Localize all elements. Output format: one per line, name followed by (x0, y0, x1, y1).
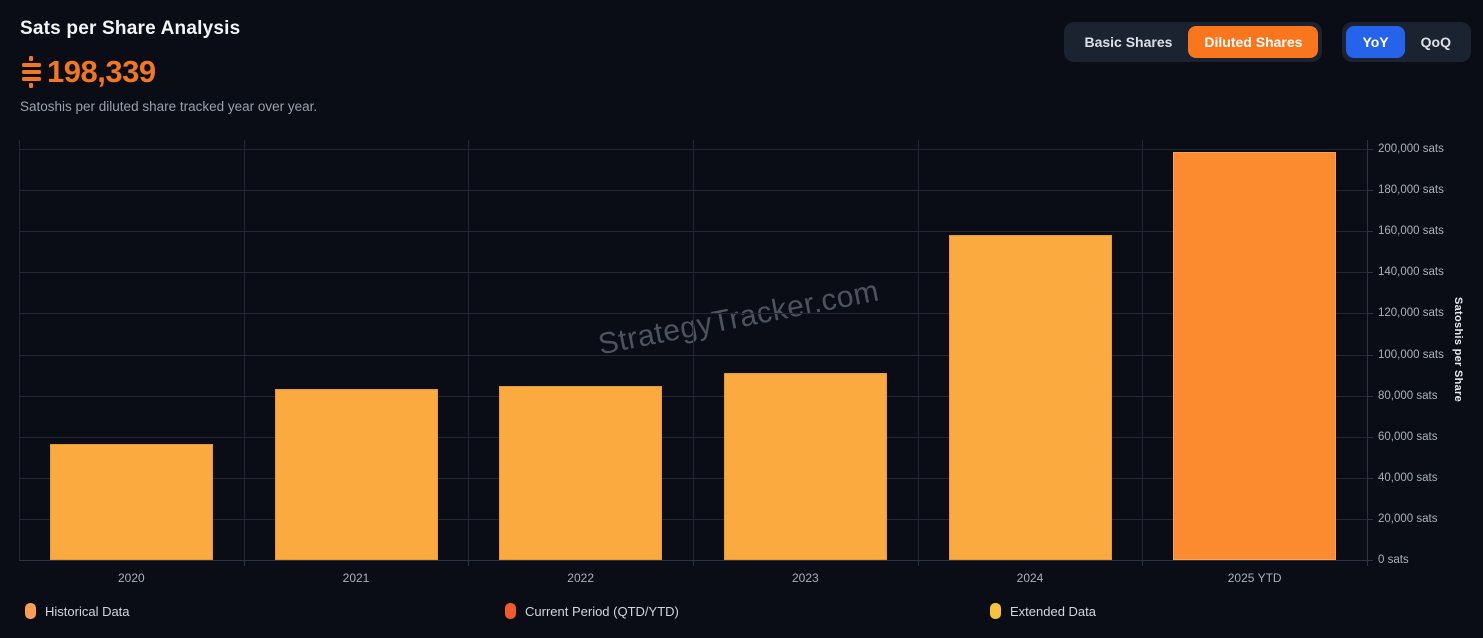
gridline-vertical (468, 140, 470, 560)
y-tick-label: 160,000 sats (1378, 225, 1444, 238)
bar-2020[interactable] (49, 443, 213, 560)
share-type-toggle: Basic Shares Diluted Shares (1064, 22, 1323, 62)
diluted-shares-button[interactable]: Diluted Shares (1188, 26, 1319, 58)
legend-label: Historical Data (45, 603, 130, 619)
y-axis-tick (1367, 560, 1373, 561)
y-tick-label: 20,000 sats (1378, 512, 1438, 525)
page-title: Sats per Share Analysis (20, 18, 241, 39)
x-tick-label: 2022 (567, 571, 595, 585)
y-tick-label: 200,000 sats (1378, 143, 1444, 155)
legend-item-extended[interactable]: Extended Data (990, 603, 1096, 619)
chart-subtitle: Satoshis per diluted share tracked year … (20, 99, 318, 114)
y-axis-tick (1367, 354, 1373, 356)
headline-value-row: 198,339 (20, 54, 317, 90)
y-axis-tick (1367, 272, 1373, 274)
x-axis-tick (243, 560, 245, 566)
chart-header: Sats per Share Analysis 198,339 Satoshis… (20, 18, 317, 114)
basic-shares-button[interactable]: Basic Shares (1068, 26, 1188, 58)
y-axis-tick (1367, 149, 1373, 150)
y-tick-label: 40,000 sats (1378, 471, 1438, 484)
extended-swatch-icon (990, 603, 1001, 619)
y-tick-label: 60,000 sats (1378, 430, 1438, 443)
legend-label: Extended Data (1010, 603, 1097, 619)
bar-2025-ytd[interactable] (1173, 152, 1337, 560)
legend-item-historical[interactable]: Historical Data (25, 603, 130, 619)
watermark: StrategyTracker.com (595, 274, 882, 362)
y-axis-tick (1367, 395, 1373, 397)
y-tick-label: 100,000 sats (1378, 348, 1444, 361)
x-axis-tick (1367, 560, 1368, 566)
y-tick-label: 180,000 sats (1378, 184, 1444, 197)
legend-item-current-period[interactable]: Current Period (QTD/YTD) (505, 603, 679, 619)
bar-2022[interactable] (499, 385, 663, 560)
y-tick-label: 140,000 sats (1378, 266, 1444, 279)
x-tick-label: 2023 (791, 571, 819, 585)
gridline-vertical (19, 140, 20, 560)
x-axis-tick (917, 560, 919, 566)
y-axis-title: Satoshis per Share (1452, 297, 1464, 403)
x-tick-label: 2024 (1016, 571, 1044, 585)
x-axis-tick (1142, 560, 1144, 566)
bar-2023[interactable] (723, 372, 887, 560)
y-axis-tick (1367, 518, 1373, 520)
qoq-button[interactable]: QoQ (1405, 26, 1467, 58)
legend-label: Current Period (QTD/YTD) (525, 603, 679, 619)
period-toggle: YoY QoQ (1342, 22, 1471, 62)
y-axis-tick (1367, 231, 1373, 233)
headline-value: 198,339 (47, 54, 156, 89)
gridline-vertical (917, 140, 919, 560)
y-axis-line (1367, 140, 1368, 560)
y-tick-label: 120,000 sats (1378, 307, 1444, 320)
yoy-button[interactable]: YoY (1346, 26, 1405, 58)
gridline-vertical (1142, 140, 1144, 560)
historical-swatch-icon (25, 603, 36, 619)
gridline-vertical (243, 140, 245, 560)
satoshi-symbol-icon (20, 56, 42, 88)
current-period-swatch-icon (505, 603, 516, 619)
y-tick-label: 80,000 sats (1378, 389, 1438, 402)
bar-2021[interactable] (274, 389, 438, 560)
x-tick-label: 2020 (117, 571, 145, 585)
x-tick-label: 2021 (342, 571, 370, 585)
y-axis-tick (1367, 313, 1373, 315)
bar-2024[interactable] (948, 235, 1112, 560)
x-axis-tick (693, 560, 694, 566)
y-axis-tick (1367, 436, 1373, 438)
gridline-vertical (693, 140, 694, 560)
chart-legend: Historical Data Current Period (QTD/YTD)… (0, 603, 1483, 629)
y-axis-title-wrap: Satoshis per Share (1452, 140, 1464, 560)
toolbar: Basic Shares Diluted Shares YoY QoQ (1064, 22, 1471, 62)
x-axis-tick (468, 560, 470, 566)
y-tick-label: 0 sats (1378, 554, 1409, 566)
y-axis-tick (1367, 190, 1373, 192)
x-tick-label: 2025 YTD (1227, 571, 1282, 585)
x-axis-line (19, 560, 1367, 561)
y-axis-tick (1367, 477, 1373, 479)
